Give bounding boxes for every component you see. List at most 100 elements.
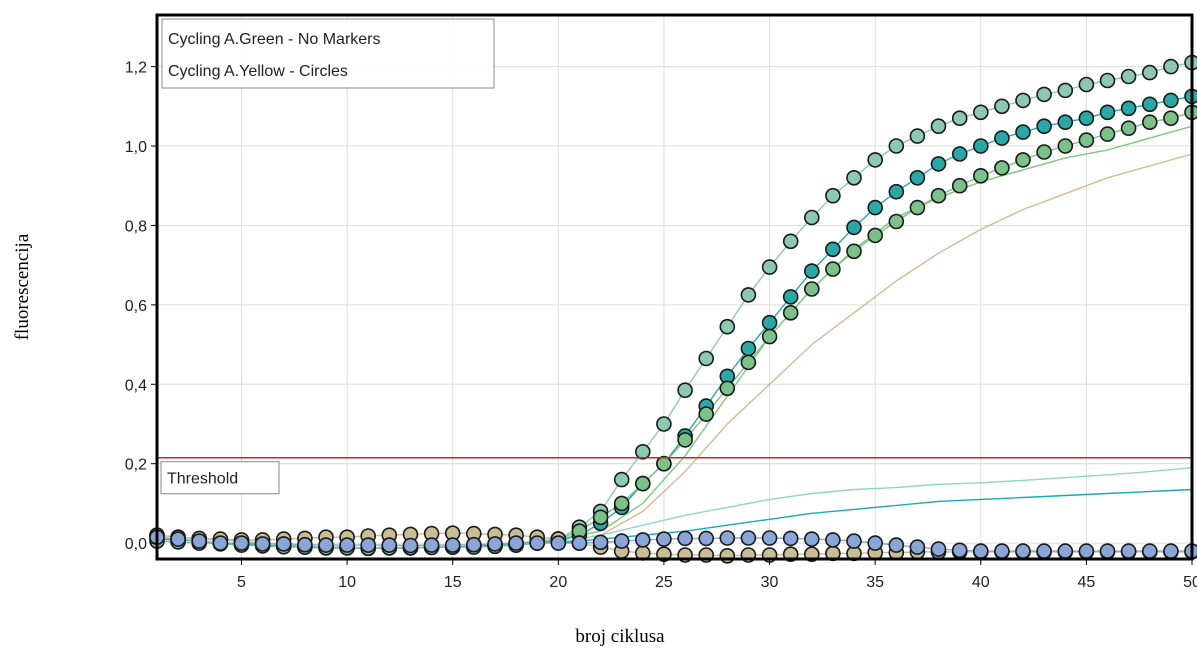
data-point-5 xyxy=(212,535,229,551)
series-line-green-7 xyxy=(558,153,1193,544)
data-point-5 xyxy=(339,537,355,553)
data-point-5 xyxy=(529,535,546,551)
data-point-1 xyxy=(677,382,693,399)
data-point-3 xyxy=(1057,138,1074,154)
data-point-5 xyxy=(825,532,841,548)
y-tick-label: 0,8 xyxy=(125,218,147,235)
data-point-1 xyxy=(888,138,905,154)
data-point-3 xyxy=(698,406,715,422)
data-point-1 xyxy=(1057,82,1074,99)
data-point-3 xyxy=(677,432,693,448)
y-tick-label: 0,0 xyxy=(125,536,147,553)
data-point-3 xyxy=(1142,114,1158,130)
y-axis-ticks: 0,0 0,2 0,4 0,6 0,8 1,0 1,2 xyxy=(125,60,157,553)
data-point-5 xyxy=(1015,543,1031,559)
data-point-3 xyxy=(1120,120,1137,136)
data-point-5 xyxy=(550,535,567,551)
data-point-1 xyxy=(867,152,884,168)
data-point-1 xyxy=(846,170,862,186)
data-point-1 xyxy=(1120,68,1137,85)
y-tick-label: 0,4 xyxy=(125,377,147,394)
data-point-2 xyxy=(1036,118,1052,134)
x-tick-label: 20 xyxy=(549,574,567,591)
data-point-5 xyxy=(1142,543,1158,559)
data-point-5 xyxy=(191,533,207,549)
data-point-5 xyxy=(254,536,271,552)
data-point-5 xyxy=(233,535,250,551)
data-point-5 xyxy=(275,536,292,552)
data-point-2 xyxy=(782,289,799,305)
data-point-1 xyxy=(909,128,926,144)
data-point-2 xyxy=(1015,124,1031,140)
x-tick-label: 45 xyxy=(1077,574,1095,591)
data-point-1 xyxy=(1099,72,1116,89)
data-point-3 xyxy=(740,354,757,371)
data-point-3 xyxy=(909,199,926,216)
y-tick-label: 0,2 xyxy=(125,457,147,474)
data-point-5 xyxy=(867,535,884,551)
data-point-5 xyxy=(1120,543,1137,559)
data-point-5 xyxy=(571,535,588,551)
data-point-5 xyxy=(677,530,693,547)
x-tick-label: 5 xyxy=(237,574,246,591)
data-point-3 xyxy=(1015,152,1031,168)
data-point-2 xyxy=(1163,92,1179,109)
data-point-1 xyxy=(1163,58,1179,75)
data-point-1 xyxy=(740,287,757,303)
data-point-5 xyxy=(465,536,482,553)
data-point-3 xyxy=(782,304,799,321)
data-point-3 xyxy=(825,261,841,277)
data-point-5 xyxy=(381,537,398,553)
x-axis-title: broj ciklusa xyxy=(575,626,665,647)
plot-frame xyxy=(155,13,1194,561)
data-point-3 xyxy=(867,227,884,244)
x-tick-label: 40 xyxy=(972,574,990,591)
data-point-5 xyxy=(360,537,377,553)
data-point-2 xyxy=(1120,100,1137,117)
data-point-5 xyxy=(297,536,313,553)
data-point-3 xyxy=(719,380,736,397)
series-group xyxy=(149,54,1197,564)
data-point-5 xyxy=(508,535,524,551)
data-point-2 xyxy=(909,170,926,186)
data-point-5 xyxy=(444,537,461,553)
y-tick-label: 1,2 xyxy=(125,60,147,77)
legend-entry-green: Cycling A.Green - No Markers xyxy=(168,31,381,48)
x-tick-label: 25 xyxy=(655,574,673,591)
x-tick-label: 50 xyxy=(1183,574,1197,591)
data-point-2 xyxy=(1142,96,1158,113)
data-point-5 xyxy=(656,531,672,547)
data-point-2 xyxy=(888,183,905,200)
data-point-1 xyxy=(972,104,989,121)
data-point-1 xyxy=(825,187,841,204)
data-point-2 xyxy=(1078,110,1095,126)
data-point-5 xyxy=(719,530,736,546)
data-point-1 xyxy=(613,471,630,488)
data-point-3 xyxy=(1078,132,1095,148)
data-point-5 xyxy=(846,533,862,549)
data-point-5 xyxy=(423,537,440,553)
data-point-5 xyxy=(1057,543,1074,559)
legend-box xyxy=(161,18,495,89)
legend-entry-yellow: Cycling A.Yellow - Circles xyxy=(168,63,348,80)
data-point-1 xyxy=(1142,64,1158,81)
data-point-1 xyxy=(698,350,715,367)
data-point-1 xyxy=(656,416,672,432)
data-point-5 xyxy=(698,530,715,547)
data-point-1 xyxy=(951,110,968,126)
data-point-1 xyxy=(930,118,947,134)
data-point-2 xyxy=(930,156,947,172)
data-point-1 xyxy=(761,259,778,275)
x-tick-label: 30 xyxy=(761,574,779,591)
data-point-3 xyxy=(930,187,947,204)
data-point-3 xyxy=(1163,110,1179,126)
data-point-1 xyxy=(1015,92,1031,109)
data-point-3 xyxy=(656,455,672,472)
data-point-3 xyxy=(972,168,989,184)
data-point-3 xyxy=(613,495,630,512)
data-point-5 xyxy=(761,530,778,546)
data-point-3 xyxy=(634,475,651,492)
data-point-2 xyxy=(803,263,820,279)
data-point-2 xyxy=(1099,104,1116,121)
data-point-2 xyxy=(994,130,1010,146)
